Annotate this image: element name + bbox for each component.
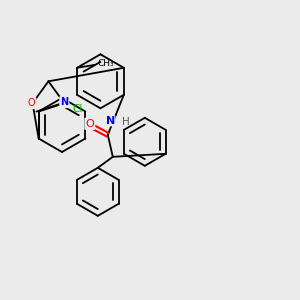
Text: H: H — [122, 117, 130, 127]
Text: O: O — [85, 119, 94, 129]
Text: N: N — [60, 97, 68, 107]
Text: N: N — [106, 116, 115, 126]
Text: O: O — [28, 98, 35, 108]
Text: CH₃: CH₃ — [97, 59, 114, 68]
Text: Cl: Cl — [72, 104, 83, 115]
